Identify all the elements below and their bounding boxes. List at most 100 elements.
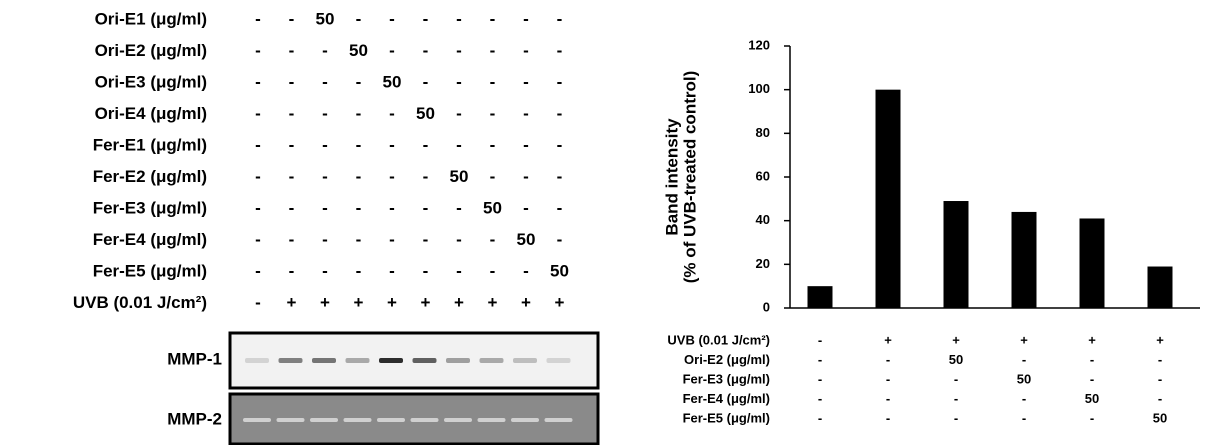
x-table-cell: +: [952, 332, 960, 347]
cell: -: [423, 198, 429, 217]
cell: -: [255, 72, 261, 91]
cell: +: [287, 293, 297, 312]
cell: -: [490, 135, 496, 154]
bar: [808, 286, 833, 308]
cell: -: [255, 167, 261, 186]
cell: -: [423, 41, 429, 60]
band: [243, 418, 271, 422]
cell: -: [356, 261, 362, 280]
cell: -: [456, 9, 462, 28]
x-table-cell: -: [818, 410, 822, 425]
cell: 50: [550, 261, 569, 280]
cell: -: [490, 41, 496, 60]
x-table-cell: 50: [949, 352, 963, 367]
cell: 50: [316, 9, 335, 28]
cell: +: [454, 293, 464, 312]
band: [245, 358, 269, 363]
x-table-cell: 50: [1085, 391, 1099, 406]
y-axis-label: (% of UVB-treated control): [680, 71, 699, 284]
cell: -: [490, 230, 496, 249]
x-table-cell: -: [1090, 410, 1094, 425]
cell: -: [389, 41, 395, 60]
cell: -: [255, 261, 261, 280]
cell: -: [523, 135, 529, 154]
cell: -: [356, 104, 362, 123]
x-table-cell: -: [886, 391, 890, 406]
cell: 50: [349, 41, 368, 60]
cell: -: [356, 135, 362, 154]
cell: -: [456, 104, 462, 123]
bar: [1148, 267, 1173, 308]
cell: -: [423, 261, 429, 280]
bar: [944, 201, 969, 308]
cell: 50: [450, 167, 469, 186]
band: [277, 418, 305, 422]
row-label: UVB (0.01 J/cm²): [73, 293, 207, 312]
bar: [1012, 212, 1037, 308]
band: [513, 358, 537, 363]
band: [411, 418, 439, 422]
band: [511, 418, 539, 422]
cell: -: [322, 230, 328, 249]
cell: -: [389, 167, 395, 186]
cell: 50: [483, 198, 502, 217]
row-label: Fer-E2 (μg/ml): [93, 167, 207, 186]
x-table-label: Fer-E4 (μg/ml): [683, 391, 770, 406]
cell: -: [456, 41, 462, 60]
cell: -: [255, 135, 261, 154]
x-table-cell: -: [886, 371, 890, 386]
cell: -: [557, 72, 563, 91]
x-table-cell: -: [1158, 352, 1162, 367]
x-table-cell: -: [954, 371, 958, 386]
x-table-label: Fer-E5 (μg/ml): [683, 410, 770, 425]
y-tick-label: 40: [756, 212, 770, 227]
cell: -: [456, 261, 462, 280]
cell: -: [557, 230, 563, 249]
cell: -: [255, 198, 261, 217]
cell: -: [289, 72, 295, 91]
x-table-cell: +: [884, 332, 892, 347]
cell: -: [255, 293, 261, 312]
cell: -: [423, 9, 429, 28]
cell: -: [557, 104, 563, 123]
cell: -: [322, 41, 328, 60]
band: [344, 418, 372, 422]
cell: -: [523, 41, 529, 60]
x-table-cell: +: [1156, 332, 1164, 347]
y-tick-label: 100: [748, 81, 770, 96]
x-table-cell: 50: [1153, 410, 1167, 425]
x-table-cell: -: [1022, 410, 1026, 425]
band: [446, 358, 470, 363]
cell: -: [356, 167, 362, 186]
x-table-label: UVB (0.01 J/cm²): [667, 332, 770, 347]
cell: -: [423, 167, 429, 186]
cell: -: [456, 230, 462, 249]
cell: -: [423, 135, 429, 154]
cell: -: [557, 198, 563, 217]
cell: -: [322, 167, 328, 186]
cell: -: [389, 135, 395, 154]
cell: -: [322, 135, 328, 154]
band: [279, 358, 303, 363]
band: [547, 358, 571, 363]
x-table-cell: -: [1022, 352, 1026, 367]
cell: -: [523, 9, 529, 28]
cell: -: [255, 230, 261, 249]
band: [377, 418, 405, 422]
cell: -: [389, 198, 395, 217]
cell: -: [490, 72, 496, 91]
cell: -: [490, 9, 496, 28]
cell: -: [389, 261, 395, 280]
cell: -: [490, 261, 496, 280]
row-label: Fer-E3 (μg/ml): [93, 198, 207, 217]
cell: -: [289, 261, 295, 280]
x-table-cell: -: [818, 371, 822, 386]
x-table-cell: -: [886, 352, 890, 367]
cell: -: [255, 104, 261, 123]
x-table-cell: 50: [1017, 371, 1031, 386]
cell: -: [289, 198, 295, 217]
x-table-cell: -: [954, 391, 958, 406]
cell: -: [322, 198, 328, 217]
cell: 50: [416, 104, 435, 123]
cell: -: [289, 230, 295, 249]
